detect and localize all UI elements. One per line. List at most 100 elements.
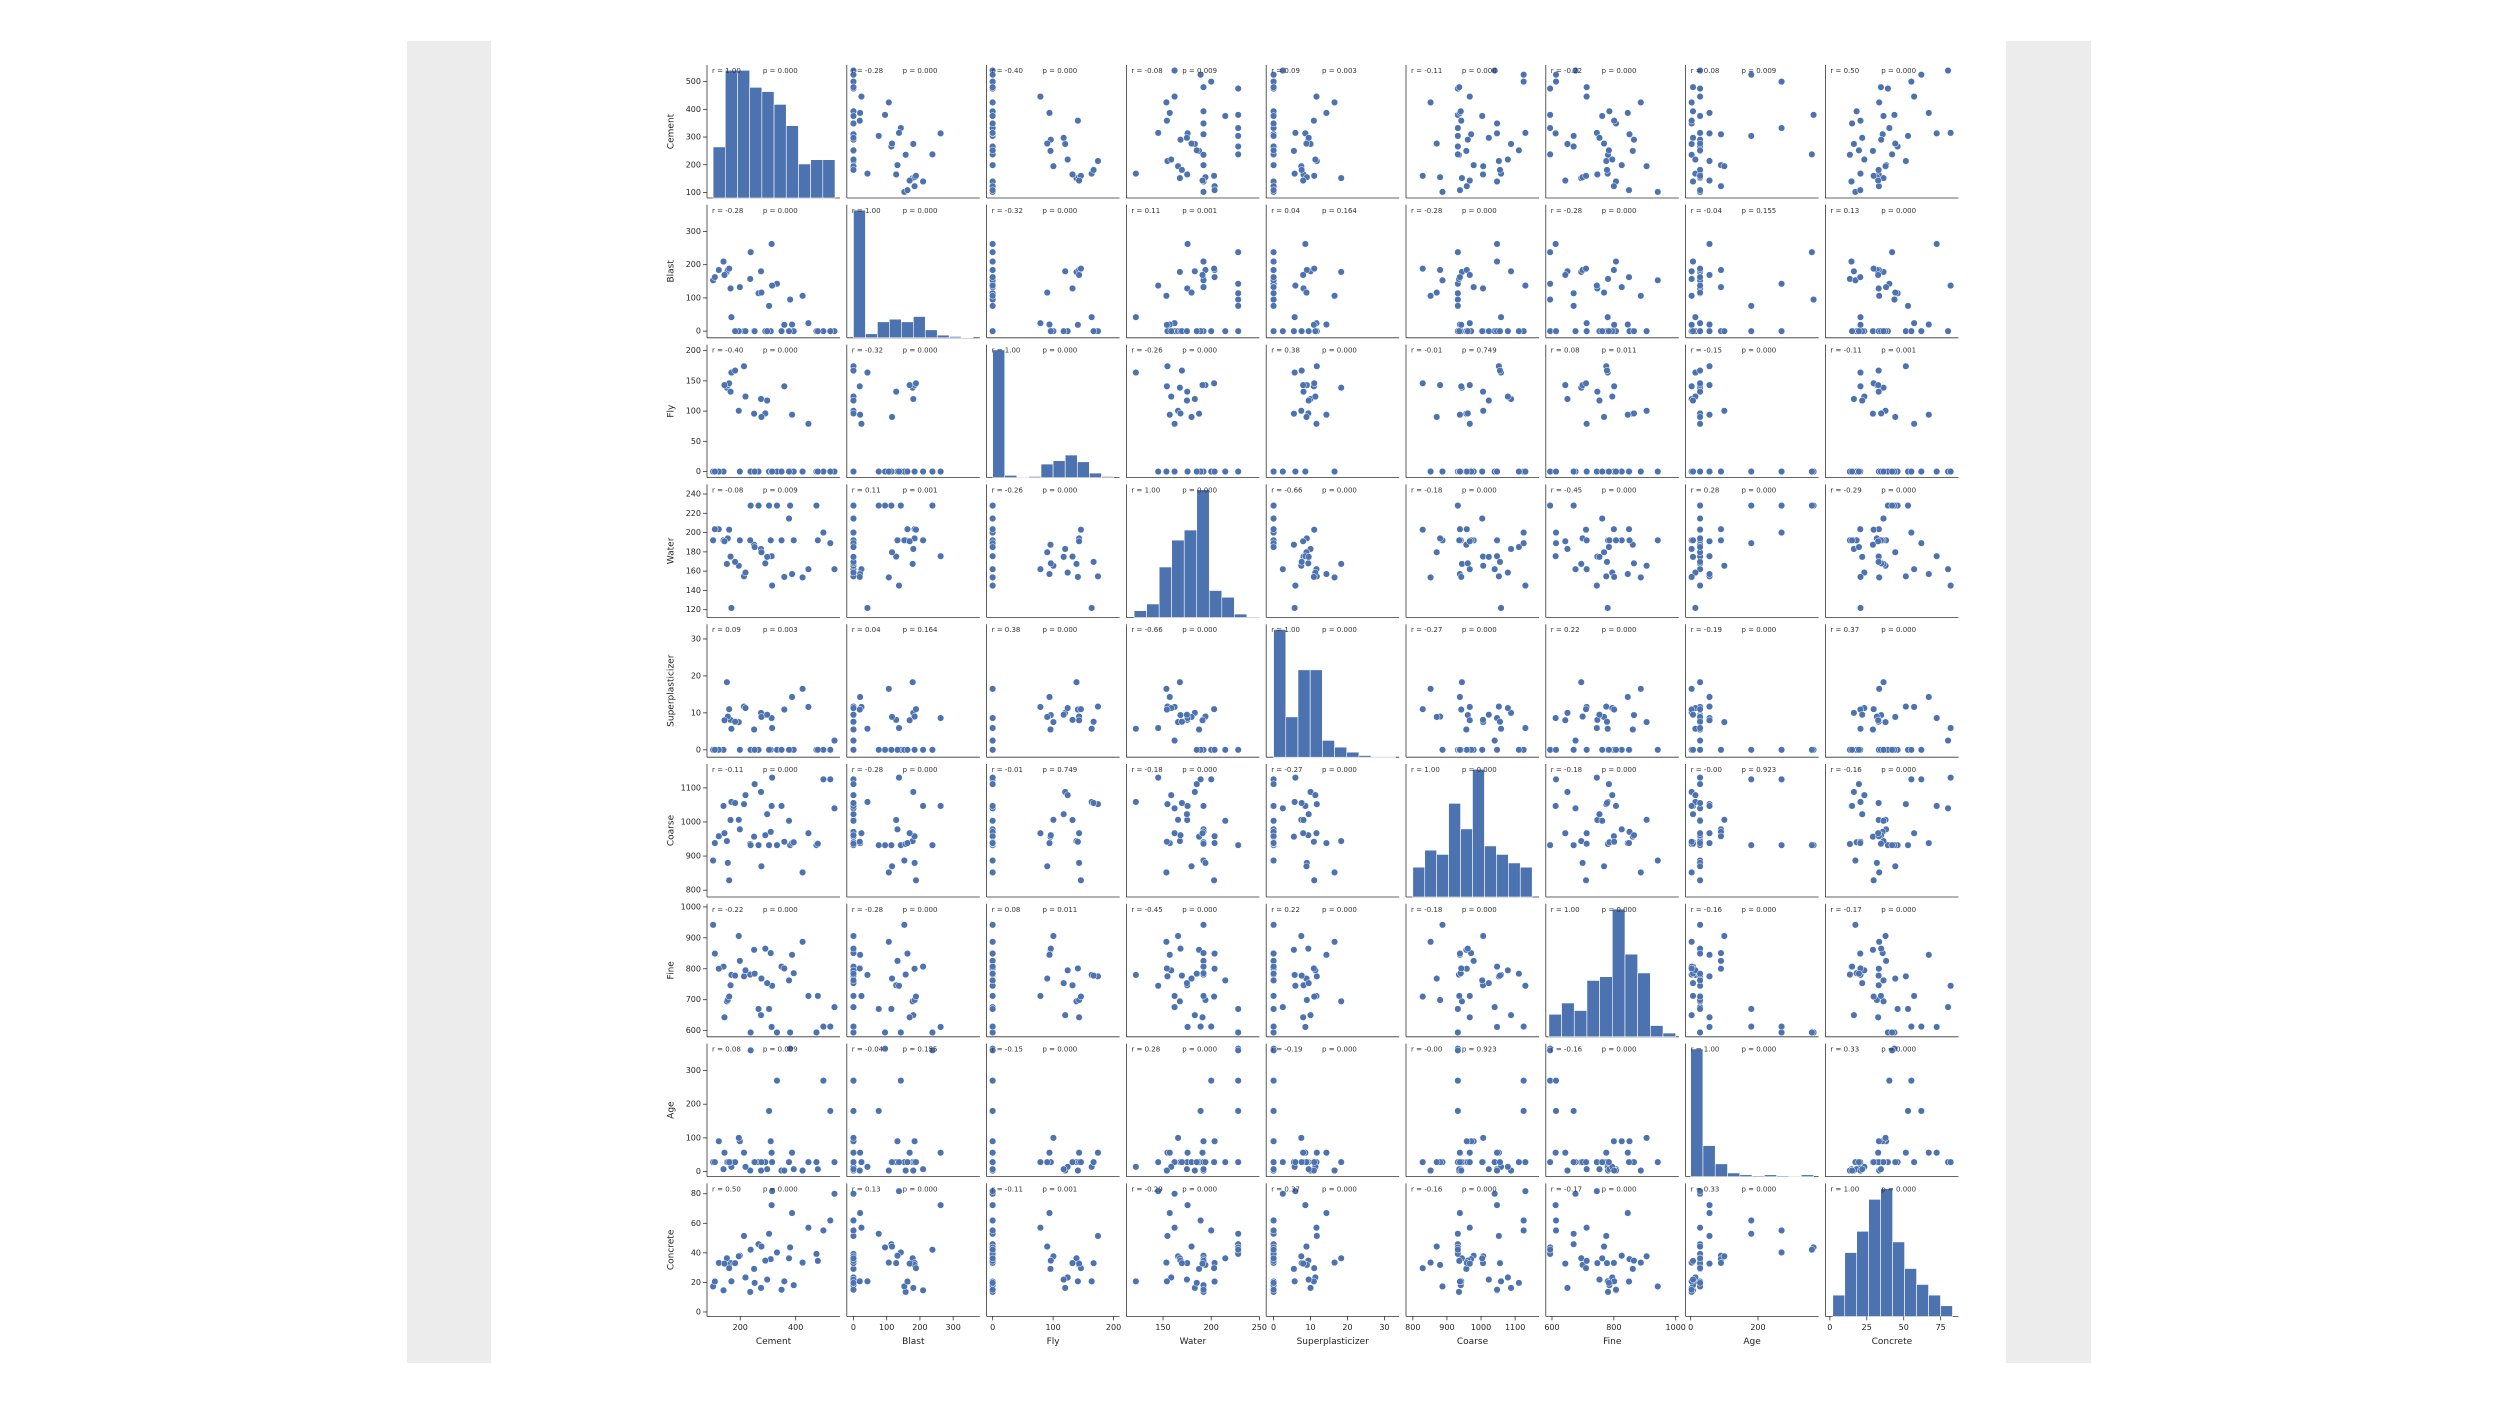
point [1600,413,1608,421]
point [767,828,775,836]
point [1074,321,1082,329]
point [826,746,834,754]
point [1717,182,1725,190]
point [1570,1230,1578,1238]
point [1595,134,1604,142]
hist-bar [1370,756,1384,758]
point [857,829,865,837]
point [1546,1158,1554,1166]
point [1598,1254,1606,1262]
point [1705,320,1714,329]
point [1808,150,1816,158]
point [1602,572,1610,580]
annotation-r: r = -0.32 [992,207,1023,215]
point [1221,112,1229,120]
annotation-r: r = 1.00 [1691,1046,1720,1054]
point [1178,718,1186,726]
point [1301,1201,1309,1209]
point [1199,107,1208,115]
point [1604,604,1612,612]
point [1301,240,1309,248]
point [1888,1046,1896,1054]
point [1306,1284,1315,1292]
hist-bar [853,209,866,339]
panel: r = -0.11 p = 0.000 [706,764,840,898]
annotation-r: r = -0.15 [992,1046,1023,1054]
point [1570,1240,1578,1248]
point [1211,186,1219,194]
point [1270,976,1278,984]
point [763,327,771,335]
point [1207,775,1215,783]
point [1305,396,1313,405]
point [780,964,788,972]
point [1688,938,1696,946]
point [1504,392,1512,401]
point [1043,289,1051,297]
point [814,1165,822,1173]
point [849,1077,858,1085]
point [804,829,812,837]
x-tick-label: 1000 [1471,1323,1491,1332]
hist-bar [1448,803,1461,898]
point [989,240,997,248]
hist-bar [1183,529,1198,618]
point [1612,468,1620,476]
point [1696,93,1704,101]
annotation-r: r = -0.28 [852,67,883,75]
point [1457,321,1465,329]
point [1330,573,1339,581]
point [1881,1134,1890,1142]
point [1199,161,1208,169]
annotation-p: p = 0.164 [903,626,938,634]
point [1479,162,1487,170]
panel: r = -0.40 p = 0.000 [986,65,1120,199]
point [799,292,807,300]
point [919,1286,927,1294]
point [1188,140,1196,148]
point [1199,840,1208,848]
point [1885,124,1893,132]
point [1193,780,1201,788]
annotation-r: r = -0.11 [1830,347,1861,355]
annotation-p: p = 0.001 [1182,207,1217,215]
point [812,502,820,510]
point [1047,1257,1055,1265]
point [751,746,759,754]
point [819,775,827,783]
point [1689,992,1697,1000]
point [849,1158,858,1166]
point [1270,1254,1278,1262]
point [887,841,895,849]
point [777,1286,786,1294]
y-tick-label: 200 [686,1100,701,1109]
point [1917,468,1925,476]
point [1478,1254,1486,1262]
point [1234,85,1242,93]
point [1043,1242,1051,1251]
point [1603,1259,1611,1267]
point [1427,292,1435,300]
point [1583,93,1591,101]
annotation-p: p = 0.000 [1602,906,1637,914]
point [1747,841,1755,849]
y-tick-label: 150 [686,376,701,385]
point [881,111,889,119]
point [723,837,731,845]
point [1593,724,1601,732]
point [1270,1107,1278,1115]
point [1747,775,1755,783]
point [1696,829,1704,837]
point [1132,313,1140,321]
point [989,1286,997,1294]
point [1691,155,1699,164]
point [1184,1201,1192,1209]
point [1696,1005,1704,1013]
point [1270,273,1278,281]
point [1869,410,1877,418]
x-axis-label: Fly [1047,1337,1061,1347]
annotation-p: p = 0.000 [1881,626,1916,634]
annotation-p: p = 0.000 [1042,347,1077,355]
point [1600,862,1608,870]
hist-bar [1436,854,1449,898]
